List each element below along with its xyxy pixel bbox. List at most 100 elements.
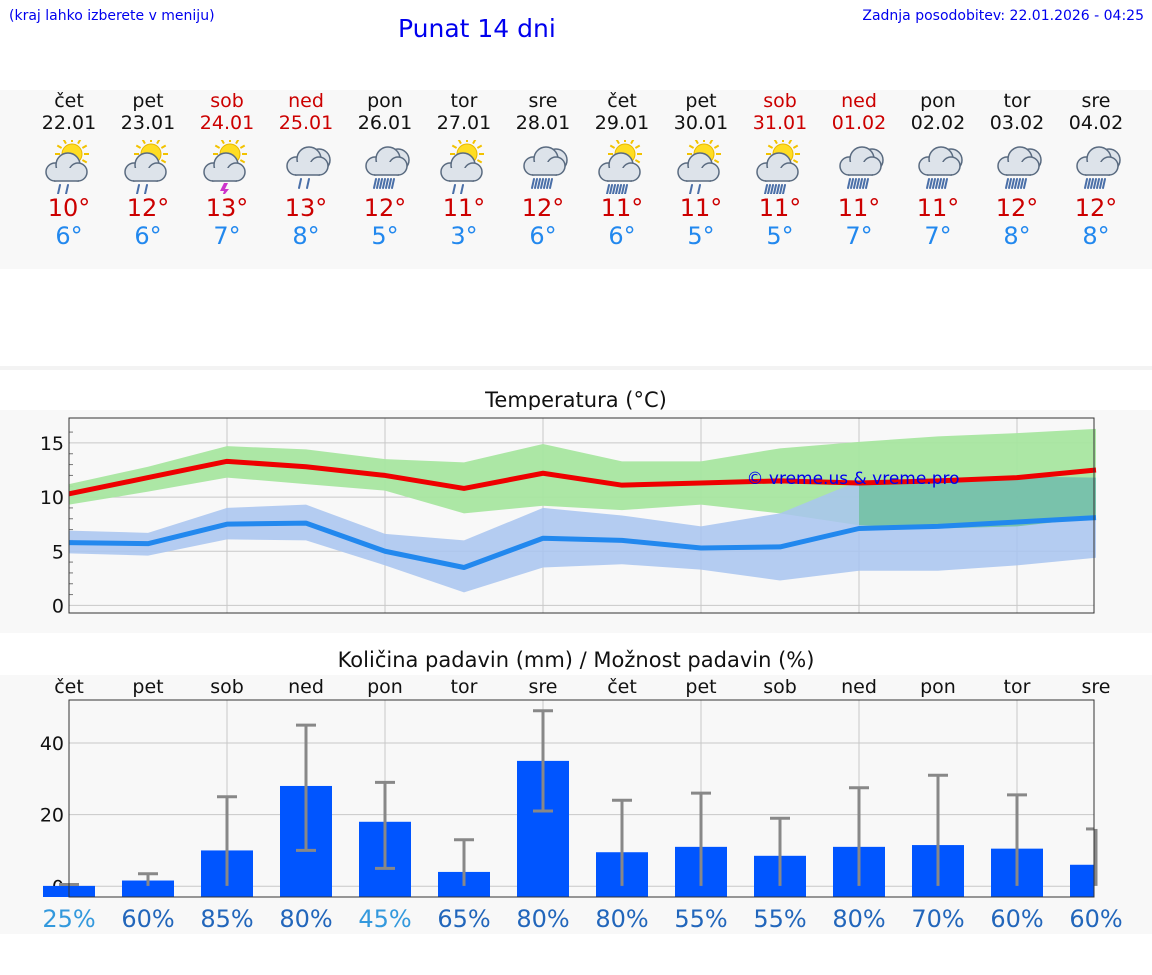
max-temp: 11° bbox=[679, 194, 723, 222]
min-temp: 8° bbox=[1082, 222, 1110, 250]
day-name: ned bbox=[288, 90, 324, 112]
last-update-label: Zadnja posodobitev: 22.01.2026 - 04:25 bbox=[862, 8, 1144, 24]
day-date: 25.01 bbox=[278, 112, 334, 134]
temperature-chart-title: Temperatura (°C) bbox=[485, 388, 667, 412]
sun-cloud-rain-icon bbox=[40, 137, 98, 195]
sun-cloud-thunder-icon bbox=[198, 137, 256, 199]
max-temp: 12° bbox=[363, 194, 407, 222]
day-date: 27.01 bbox=[436, 112, 492, 134]
max-temp: 11° bbox=[442, 194, 486, 222]
min-temp: 8° bbox=[292, 222, 320, 250]
day-name: tor bbox=[450, 90, 478, 112]
min-temp: 7° bbox=[845, 222, 873, 250]
day-date: 31.01 bbox=[752, 112, 808, 134]
cloud-icon bbox=[839, 146, 884, 176]
day-column: pet 30.01 11° 5° bbox=[661, 90, 741, 250]
max-temp: 12° bbox=[521, 194, 565, 222]
cloud-rain-icon bbox=[277, 140, 335, 194]
day-date: 28.01 bbox=[515, 112, 571, 134]
min-temp: 6° bbox=[134, 222, 162, 250]
day-date: 02.02 bbox=[910, 112, 966, 134]
day-date: 29.01 bbox=[594, 112, 650, 134]
day-column: sob 24.01 13° 7° bbox=[187, 90, 267, 250]
day-date: 04.02 bbox=[1068, 112, 1124, 134]
min-temp: 8° bbox=[1003, 222, 1031, 250]
day-column: pet 23.01 12° 6° bbox=[108, 90, 188, 250]
rain-icon bbox=[373, 178, 395, 189]
sun-cloud-rain-icon bbox=[119, 137, 177, 195]
min-temp: 6° bbox=[55, 222, 83, 250]
min-temp: 7° bbox=[924, 222, 952, 250]
day-name: sre bbox=[1081, 90, 1111, 112]
cloud-icon bbox=[203, 152, 246, 182]
sun-cloud-heavy-rain-icon bbox=[751, 137, 809, 195]
min-temp: 6° bbox=[608, 222, 636, 250]
max-temp: 11° bbox=[837, 194, 881, 222]
cloud-heavy-rain-icon bbox=[514, 140, 572, 194]
page-title: Punat 14 dni bbox=[398, 14, 556, 43]
day-name: čet bbox=[607, 90, 637, 112]
day-name: čet bbox=[54, 90, 84, 112]
cloud-heavy-rain-icon bbox=[909, 140, 967, 194]
sun-cloud-rain-icon bbox=[672, 137, 730, 195]
cloud-icon bbox=[365, 146, 410, 176]
location-hint-link[interactable]: (kraj lahko izberete v meniju) bbox=[9, 8, 215, 24]
rain-icon bbox=[606, 184, 628, 195]
day-name: pet bbox=[132, 90, 164, 112]
day-name: pon bbox=[920, 90, 956, 112]
precipitation-chart-title: Količina padavin (mm) / Možnost padavin … bbox=[337, 648, 815, 672]
max-temp: 11° bbox=[758, 194, 802, 222]
min-temp: 5° bbox=[371, 222, 399, 250]
sun-cloud-heavy-rain-icon bbox=[593, 137, 651, 195]
max-temp: 11° bbox=[916, 194, 960, 222]
max-temp: 11° bbox=[600, 194, 644, 222]
rain-icon bbox=[57, 184, 69, 195]
cloud-heavy-rain-icon bbox=[1067, 140, 1125, 194]
max-temp: 10° bbox=[47, 194, 91, 222]
cloud-icon bbox=[523, 146, 568, 176]
rain-icon bbox=[452, 184, 464, 195]
max-temp: 13° bbox=[205, 194, 249, 222]
day-date: 23.01 bbox=[120, 112, 176, 134]
day-date: 30.01 bbox=[673, 112, 729, 134]
temperature-chart-band bbox=[0, 410, 1152, 633]
day-name: sob bbox=[210, 90, 244, 112]
rain-icon bbox=[689, 184, 701, 195]
rain-icon bbox=[847, 178, 869, 189]
rain-icon bbox=[1005, 178, 1027, 189]
max-temp: 12° bbox=[995, 194, 1039, 222]
day-name: sre bbox=[528, 90, 558, 112]
day-column: čet 22.01 10° 6° bbox=[29, 90, 109, 250]
day-date: 24.01 bbox=[199, 112, 255, 134]
day-date: 03.02 bbox=[989, 112, 1045, 134]
rain-icon bbox=[298, 178, 310, 189]
cloud-icon bbox=[440, 152, 483, 182]
min-temp: 6° bbox=[529, 222, 557, 250]
precipitation-chart-band bbox=[0, 675, 1152, 934]
cloud-icon bbox=[598, 152, 641, 182]
day-column: sob 31.01 11° 5° bbox=[740, 90, 820, 250]
cloud-icon bbox=[677, 152, 720, 182]
cloud-icon bbox=[124, 152, 167, 182]
cloud-icon bbox=[756, 152, 799, 182]
cloud-heavy-rain-icon bbox=[830, 140, 888, 194]
forecast-strip: čet 22.01 10° 6° pet 23.01 12° 6° sob 24.01 13° 7° n… bbox=[0, 90, 1152, 269]
rain-icon bbox=[1084, 178, 1106, 189]
day-name: ned bbox=[841, 90, 877, 112]
sun-cloud-rain-icon bbox=[435, 137, 493, 195]
day-column: sre 04.02 12° 8° bbox=[1056, 90, 1136, 250]
max-temp: 13° bbox=[284, 194, 328, 222]
day-column: tor 03.02 12° 8° bbox=[977, 90, 1057, 250]
rain-icon bbox=[764, 184, 786, 195]
cloud-icon bbox=[997, 146, 1042, 176]
rain-icon bbox=[531, 178, 553, 189]
day-column: ned 25.01 13° 8° bbox=[266, 90, 346, 250]
rain-icon bbox=[136, 184, 148, 195]
day-column: ned 01.02 11° 7° bbox=[819, 90, 899, 250]
cloud-heavy-rain-icon bbox=[988, 140, 1046, 194]
day-name: sob bbox=[763, 90, 797, 112]
day-name: pet bbox=[685, 90, 717, 112]
min-temp: 7° bbox=[213, 222, 241, 250]
day-date: 22.01 bbox=[41, 112, 97, 134]
cloud-icon bbox=[286, 146, 331, 176]
